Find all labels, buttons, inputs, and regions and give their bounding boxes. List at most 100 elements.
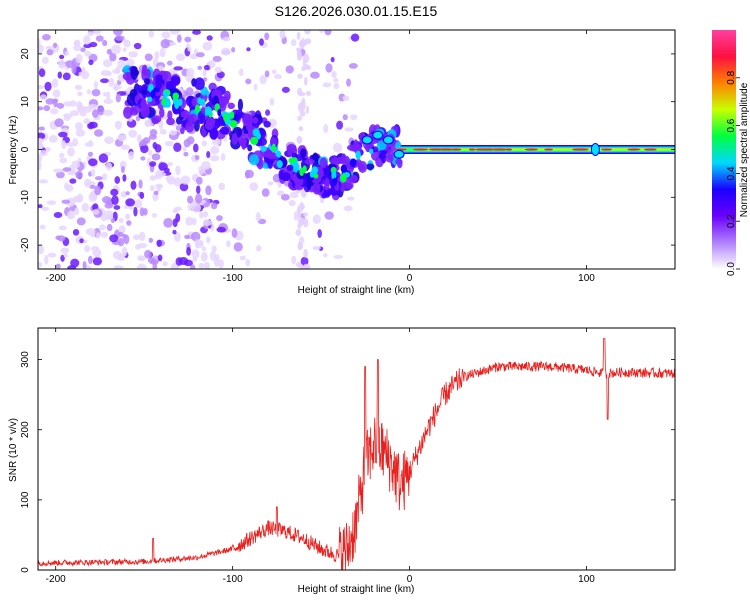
spectrogram-noise-blob	[211, 138, 221, 146]
spectrogram-noise-blob	[169, 30, 180, 35]
spectrogram-ridge-blob	[167, 110, 173, 120]
spectrogram-noise-blob	[148, 149, 153, 156]
spectrogram-noise-blob	[291, 39, 297, 47]
spectrogram-noise-blob	[56, 102, 65, 109]
spectrogram-noise-blob	[118, 217, 124, 224]
spectrogram-noise-blob	[59, 54, 65, 60]
spectrogram-noise-blob	[167, 161, 174, 167]
spectrogram-noise-blob	[46, 49, 54, 56]
spectrogram-noise-blob	[148, 237, 154, 243]
spectrogram-ridge-blob	[394, 141, 402, 151]
spectrogram-noise-blob	[55, 171, 65, 179]
spectrogram-noise-blob	[173, 232, 181, 242]
spectrogram-noise-blob	[88, 158, 98, 167]
spectrogram-noise-blob	[279, 30, 286, 39]
spectrogram-noise-blob	[332, 142, 343, 153]
spectrogram-bright-spot	[369, 148, 374, 155]
spectrogram-bright-spot	[331, 170, 337, 180]
spectrogram-ridge-blob	[237, 98, 244, 112]
spectrogram-noise-blob	[319, 198, 325, 204]
spectrogram-bright-spot	[150, 89, 156, 98]
spectrogram-noise-blob	[162, 261, 168, 267]
spectrogram-noise-blob	[295, 47, 302, 52]
spectrogram-noise-blob	[44, 81, 52, 92]
spectrogram-noise-blob	[106, 48, 113, 55]
spectrogram-noise-blob	[153, 174, 163, 180]
spectrogram-noise-blob	[121, 246, 128, 257]
spectrogram-blobs	[38, 30, 675, 269]
spectrogram-noise-blob	[87, 103, 98, 110]
spectrogram-noise-blob	[92, 30, 102, 35]
spectrogram-noise-blob	[41, 206, 50, 211]
spectrogram-noise-blob	[67, 170, 77, 176]
spectrogram-noise-blob	[169, 129, 178, 136]
spectrogram-noise-blob	[117, 134, 127, 142]
spectrogram-noise-blob	[58, 225, 67, 231]
spectrogram-band-peak	[412, 148, 429, 151]
spectrogram-noise-blob	[297, 87, 303, 96]
spectrogram-noise-blob	[80, 47, 86, 52]
spectrogram-noise-blob	[325, 63, 333, 73]
spectrogram-noise-blob	[193, 143, 199, 153]
spectrogram-band-peak	[468, 148, 476, 151]
spectrogram-noise-blob	[100, 70, 111, 77]
spectrogram-noise-blob	[172, 229, 177, 235]
spectrogram-band-spot	[590, 143, 600, 156]
spectrogram-bright-spot	[204, 106, 212, 116]
spectrogram-noise-blob	[69, 110, 80, 117]
spectrogram-noise-blob	[111, 44, 122, 54]
spectrogram-noise-blob	[211, 245, 217, 253]
spectrogram-noise-blob	[58, 59, 66, 70]
spectrogram-noise-blob	[75, 170, 83, 179]
spectrogram-ridge-blob	[200, 107, 206, 114]
spectrogram-noise-blob	[160, 39, 170, 49]
spectrogram-noise-blob	[187, 46, 192, 52]
spectrogram-noise-blob	[245, 169, 254, 179]
spectrogram-noise-blob	[183, 259, 193, 267]
spectrogram-noise-blob	[74, 84, 83, 90]
spectrogram-band-peak	[450, 148, 462, 151]
spectrogram-noise-blob	[253, 83, 258, 91]
spectrogram-ridge-blob	[180, 110, 191, 119]
spectrogram-ridge-blob	[151, 115, 162, 123]
spectrogram-noise-blob	[176, 34, 182, 43]
spectrogram-noise-blob	[201, 140, 207, 147]
spectrogram-band-peak	[495, 148, 504, 151]
spectrogram-ridge-blob	[194, 77, 205, 91]
spectrogram-noise-blob	[180, 175, 191, 185]
spectrogram-noise-blob	[300, 256, 309, 266]
spectrogram-noise-blob	[189, 264, 196, 269]
spectrogram-noise-blob	[106, 223, 113, 232]
spectrogram-ridge-blob	[131, 105, 142, 114]
spectrogram-ridge-blob	[312, 182, 321, 195]
spectrogram-bright-spot	[229, 111, 235, 119]
spectrogram-x-tick-label: -200	[46, 273, 66, 284]
spectrogram-noise-blob	[78, 71, 85, 77]
spectrogram-x-label: Height of straight line (km)	[298, 285, 415, 296]
spectrogram-ridge-blob	[249, 154, 260, 166]
spectrogram-noise-blob	[166, 60, 173, 66]
spectrogram-bright-spot	[147, 96, 153, 103]
spectrogram-noise-blob	[39, 150, 48, 157]
spectrogram-noise-blob	[154, 51, 160, 60]
spectrogram-transition-blob	[382, 135, 394, 145]
spectrogram-noise-blob	[202, 219, 213, 226]
spectrogram-noise-blob	[142, 208, 148, 216]
spectrogram-noise-blob	[103, 109, 114, 116]
spectrogram-ridge-blob	[344, 155, 350, 167]
spectrogram-noise-blob	[53, 168, 63, 173]
spectrogram-noise-blob	[50, 108, 59, 115]
spectrogram-noise-blob	[88, 59, 94, 66]
spectrogram-noise-blob	[157, 254, 163, 262]
spectrogram-noise-blob	[296, 137, 303, 144]
spectrogram-noise-blob	[60, 247, 70, 254]
snr-x-label: Height of straight line (km)	[298, 584, 415, 595]
spectrogram-noise-blob	[312, 214, 321, 224]
spectrogram-noise-blob	[83, 35, 91, 45]
spectrogram-noise-blob	[90, 169, 96, 177]
spectrogram-noise-blob	[218, 182, 226, 191]
spectrogram-noise-blob	[40, 94, 47, 100]
spectrogram-bright-spot	[148, 84, 154, 93]
